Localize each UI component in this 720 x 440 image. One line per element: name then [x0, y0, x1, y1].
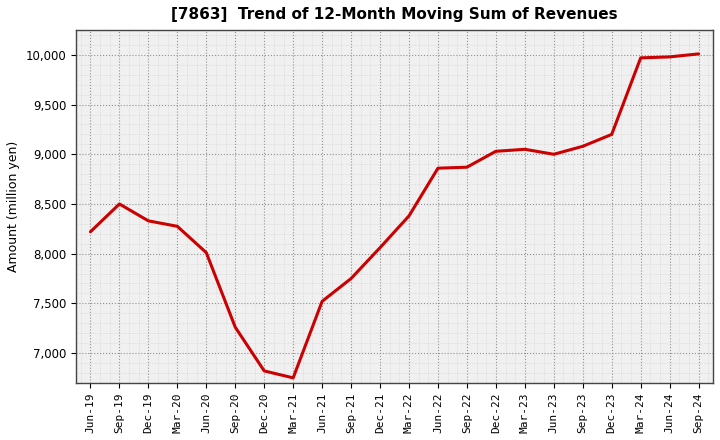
Y-axis label: Amount (million yen): Amount (million yen) — [7, 141, 20, 272]
Title: [7863]  Trend of 12-Month Moving Sum of Revenues: [7863] Trend of 12-Month Moving Sum of R… — [171, 7, 618, 22]
